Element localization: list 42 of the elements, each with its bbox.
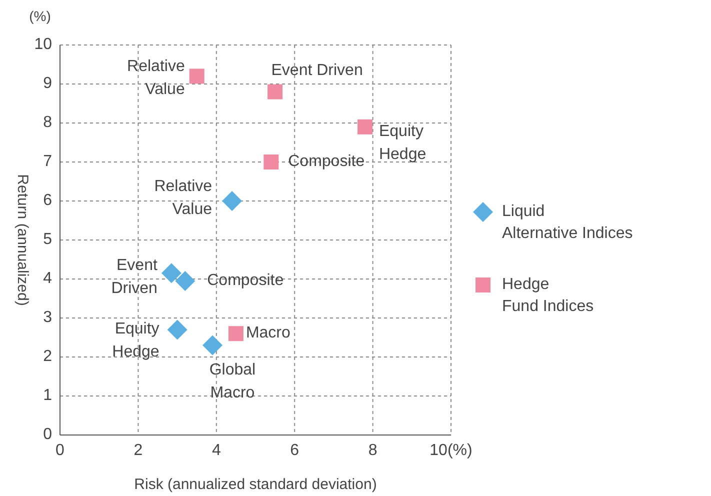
annotation: Composite xyxy=(207,272,284,290)
y-tick-label: 5 xyxy=(43,231,52,248)
annotation: Equity Hedge xyxy=(112,320,160,361)
point xyxy=(167,320,188,340)
annotation: Equity Hedge xyxy=(378,123,426,164)
point xyxy=(202,335,222,356)
y-tick-label: 4 xyxy=(43,270,52,288)
annotation: Macro xyxy=(246,324,291,342)
point xyxy=(268,84,283,100)
point xyxy=(175,270,196,291)
annotation: Event Driven xyxy=(271,62,363,80)
y-tick-label: 1 xyxy=(43,387,52,404)
annotation: Global Macro xyxy=(209,362,256,402)
y-tick-label: 6 xyxy=(43,192,52,210)
y-tick-label: 2 xyxy=(43,348,52,366)
x-tick-label: 8 xyxy=(368,442,378,459)
point xyxy=(228,326,244,342)
x-tick-label: 2 xyxy=(134,442,143,459)
point xyxy=(222,191,242,211)
x-tick-label: 4 xyxy=(212,442,221,459)
x-tick-label: 10(%) xyxy=(430,442,472,459)
y-tick-label: 0 xyxy=(43,426,52,444)
point xyxy=(357,119,372,134)
y-axis-title: Return (annualized) xyxy=(14,174,31,306)
annotation: Relative Value xyxy=(154,178,212,218)
point xyxy=(264,154,279,170)
legend-label: Liquid Alternative Indices xyxy=(502,203,633,242)
annotation: Composite xyxy=(288,153,365,170)
y-tick-label: 3 xyxy=(43,309,52,326)
y-tick-label: 7 xyxy=(43,153,52,170)
point xyxy=(161,263,182,284)
x-tick-label: 6 xyxy=(290,442,300,459)
x-axis-title: Risk (annualized standard deviation) xyxy=(134,476,377,493)
y-tick-label: 9 xyxy=(43,75,52,92)
x-tick-label: 0 xyxy=(56,442,65,459)
annotation: Relative Value xyxy=(127,58,185,98)
text: (%) xyxy=(29,8,51,24)
y-tick-label: 10 xyxy=(34,36,52,54)
point xyxy=(189,68,204,84)
legend-label: Hedge Fund Indices xyxy=(502,276,594,316)
y-tick-label: 8 xyxy=(43,114,52,132)
annotation: Event Driven xyxy=(111,257,158,298)
